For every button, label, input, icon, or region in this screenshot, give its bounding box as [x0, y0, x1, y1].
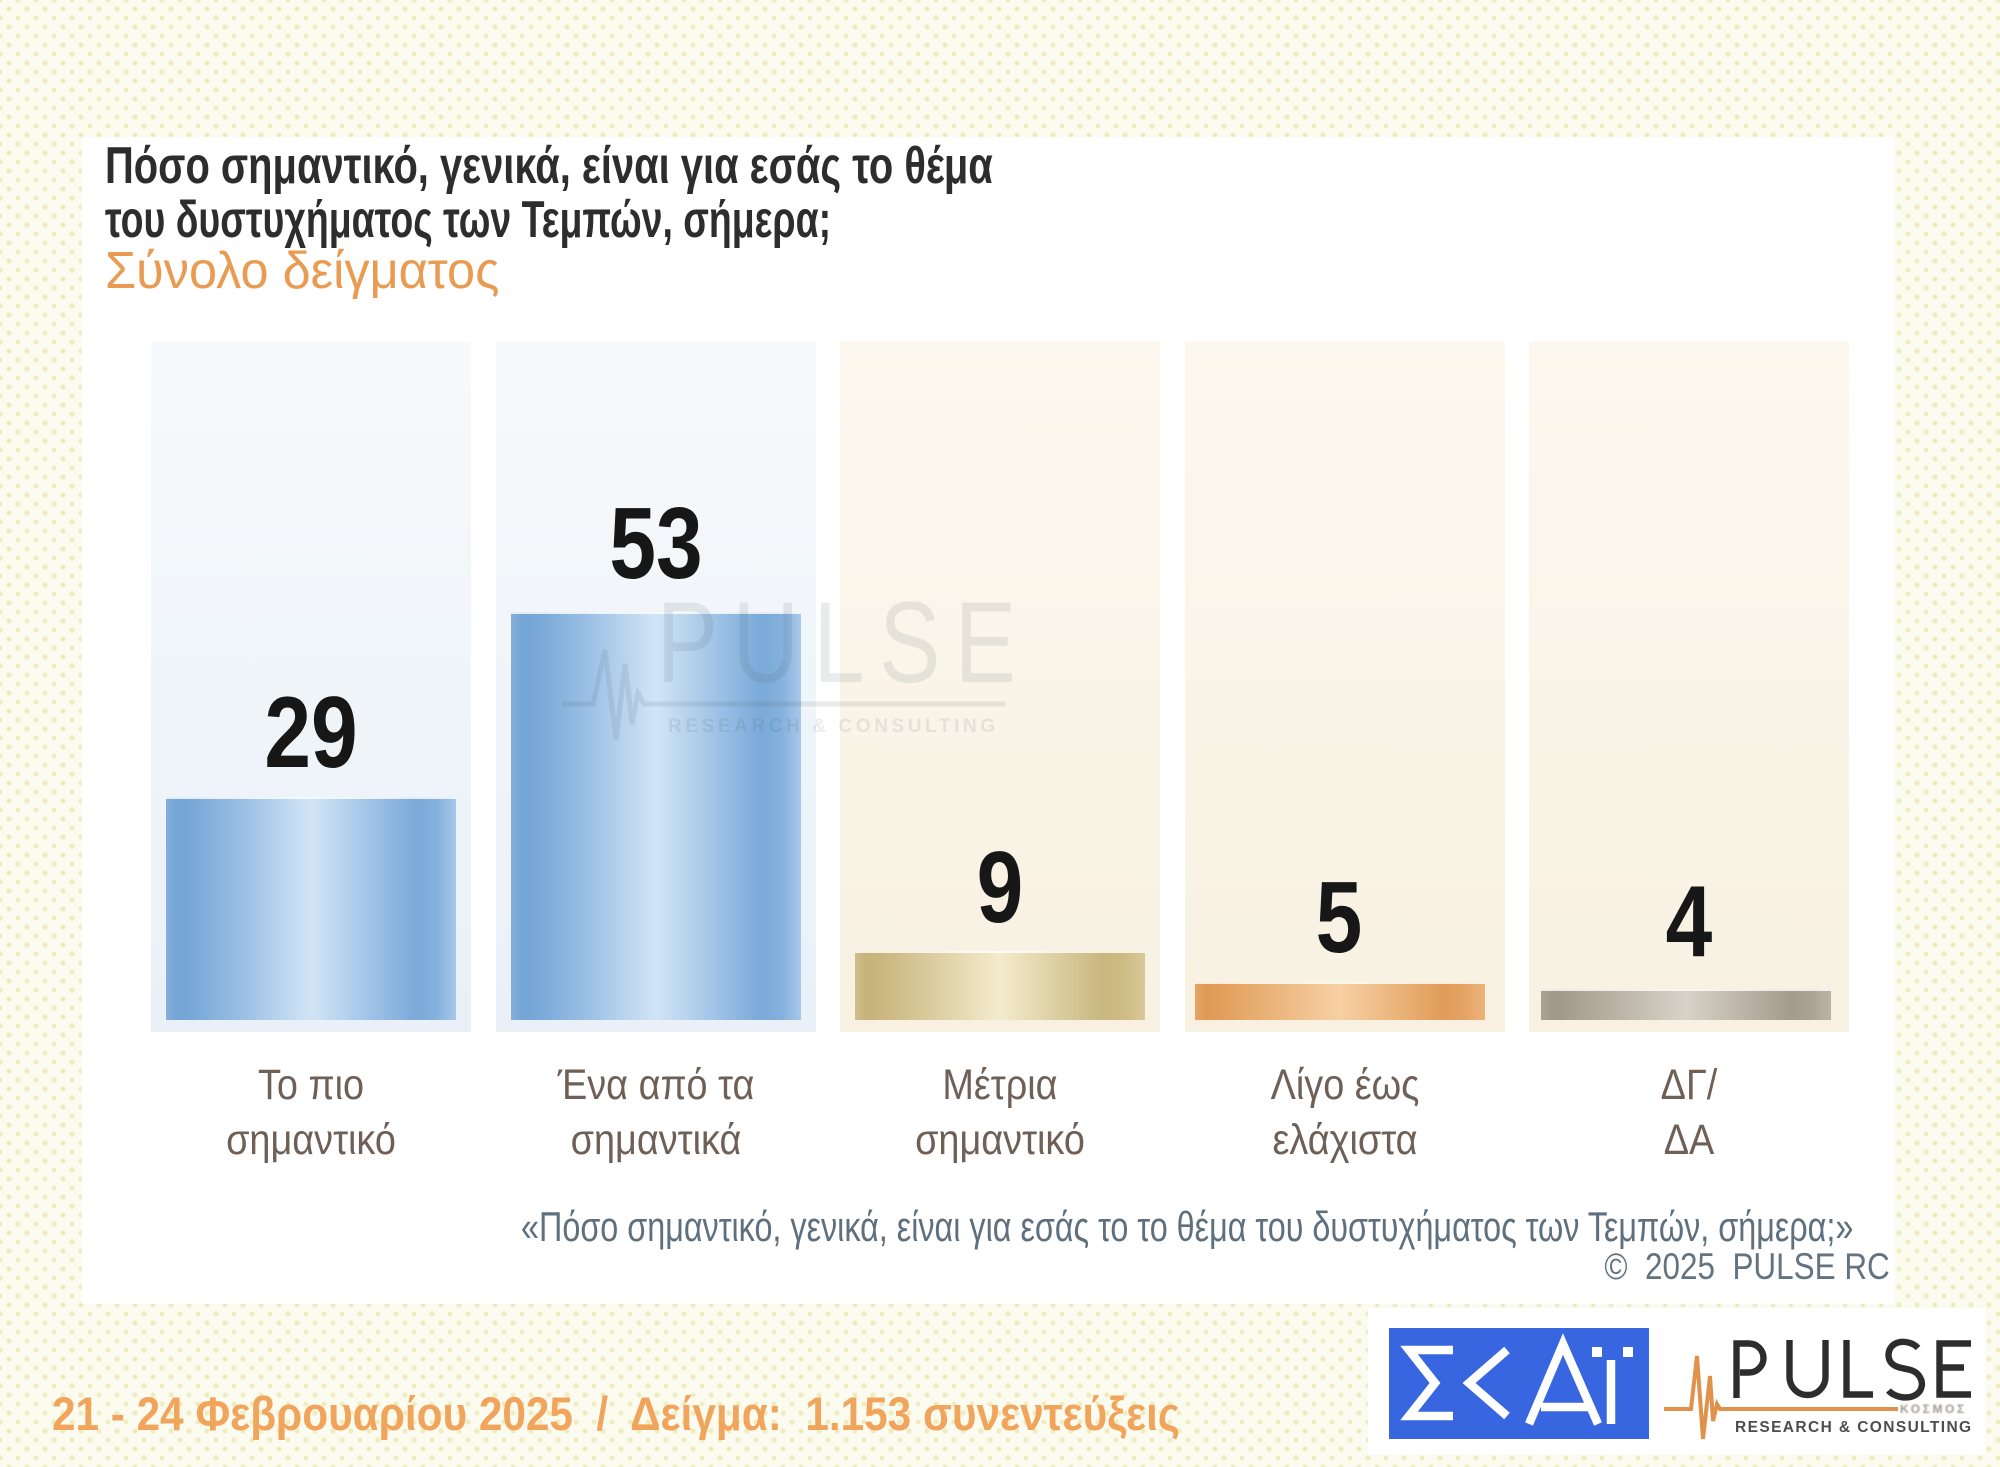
svg-text:RESEARCH & CONSULTING: RESEARCH & CONSULTING [1735, 1419, 1973, 1436]
svg-text:RESEARCH & CONSULTING: RESEARCH & CONSULTING [668, 716, 999, 737]
svg-text:ΚΟΣΜΟΣ: ΚΟΣΜΟΣ [1900, 1402, 1967, 1416]
svg-text:PULSE: PULSE [657, 590, 1031, 707]
